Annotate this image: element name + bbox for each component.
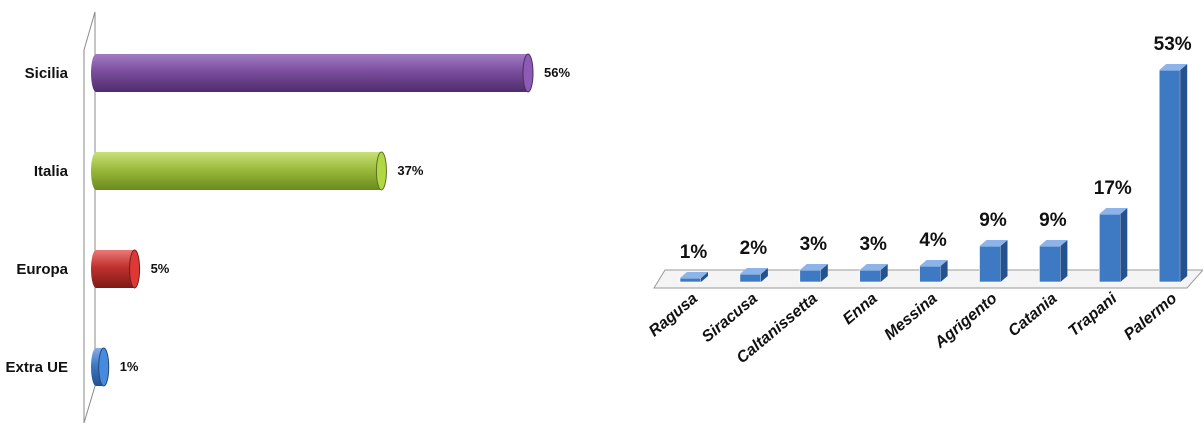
bar-siracusa — [739, 268, 768, 283]
value-label: 2% — [740, 238, 768, 259]
value-label: 5% — [151, 261, 170, 276]
province-bar-chart: 1%Ragusa2%Siracusa3%Caltanissetta3%Enna4… — [646, 34, 1203, 367]
bar-palermo — [1158, 64, 1188, 283]
category-label: Agrigento — [931, 290, 1001, 352]
value-label: 53% — [1154, 34, 1192, 55]
bar-ragusa — [679, 272, 708, 283]
value-label: 1% — [680, 242, 708, 263]
value-label: 4% — [919, 230, 947, 251]
value-label: 9% — [1039, 210, 1067, 231]
category-label: Enna — [840, 290, 881, 328]
category-label: Italia — [34, 163, 69, 180]
category-label: Ragusa — [646, 290, 701, 340]
category-label: Trapani — [1065, 290, 1120, 340]
category-label: Catania — [1005, 290, 1060, 340]
value-label: 9% — [979, 210, 1007, 231]
bar-enna — [859, 264, 888, 283]
value-label: 1% — [120, 359, 139, 374]
origin-bar-chart: Sicilia 56% Italia 37% Europa 5% Extra UE 1% — [5, 11, 570, 423]
bar-extra-ue — [91, 347, 110, 387]
category-label: Europa — [16, 261, 68, 278]
bar-messina — [919, 260, 948, 283]
bar-trapani — [1099, 208, 1128, 283]
category-label: Sicilia — [25, 65, 69, 82]
bar-catania — [1039, 240, 1068, 283]
category-label: Extra UE — [5, 359, 68, 376]
category-label: Siracusa — [699, 290, 761, 346]
value-label: 3% — [859, 234, 887, 255]
bar-agrigento — [979, 240, 1008, 283]
value-label: 3% — [800, 234, 828, 255]
category-label: Messina — [881, 290, 940, 344]
bar-europa — [91, 249, 141, 289]
bar-sicilia — [91, 53, 534, 93]
value-label: 37% — [397, 163, 423, 178]
bar-italia — [91, 151, 387, 191]
value-label: 56% — [544, 65, 570, 80]
category-label: Palermo — [1121, 290, 1180, 344]
value-label: 17% — [1094, 178, 1132, 199]
bar-caltanissetta — [799, 264, 828, 283]
